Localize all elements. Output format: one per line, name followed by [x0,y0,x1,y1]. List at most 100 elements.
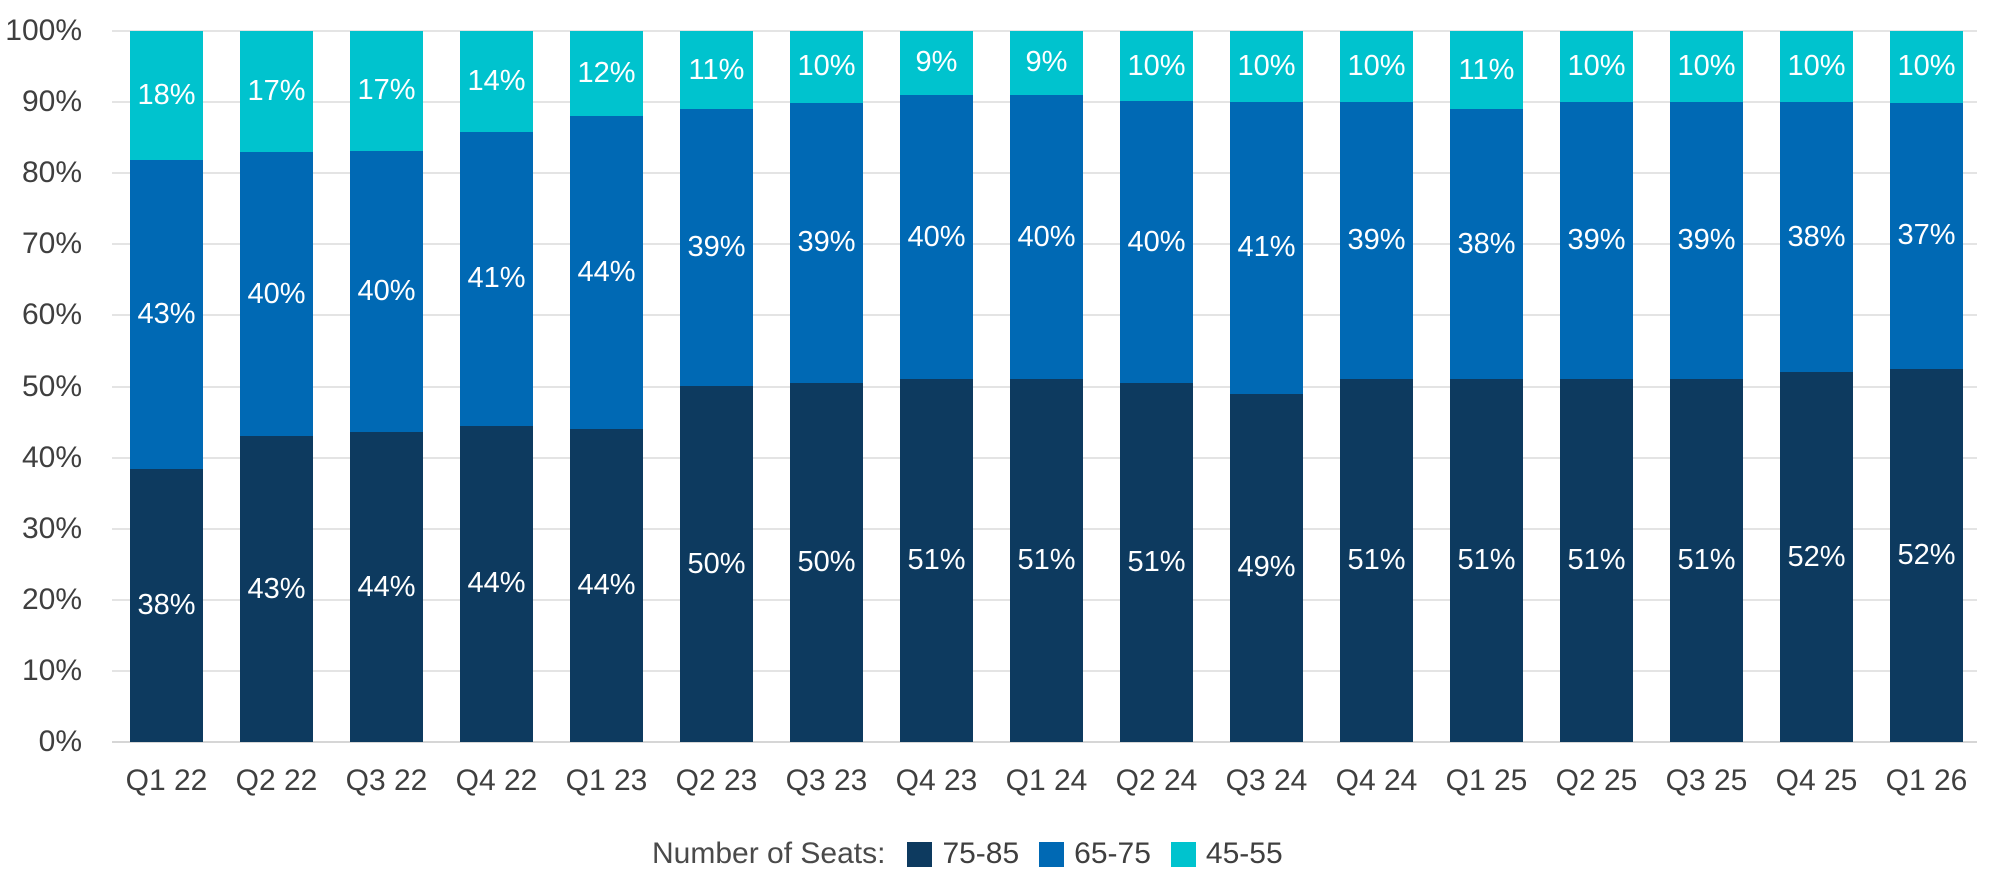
bar-segment-45-55: 10% [1560,31,1633,103]
stacked-bar: 11% 39% 50% [680,31,753,742]
bar-value-label: 9% [915,46,958,79]
y-axis-tick-label: 10% [21,653,82,687]
bar-segment-75-85: 44% [350,432,423,742]
x-axis-category-label: Q2 23 [675,764,758,797]
legend-label: 45-55 [1205,837,1283,870]
bar-value-label: 51% [1457,544,1516,577]
legend-title: Number of Seats: [652,837,886,870]
bar-value-label: 40% [1127,225,1186,258]
bar-value-label: 49% [1237,551,1296,584]
legend-item: 75-85 [907,837,1019,871]
bar-segment-45-55: 11% [680,31,753,110]
bar-segment-65-75: 40% [1010,94,1083,380]
bar-segment-45-55: 17% [240,31,313,152]
stacked-bar: 17% 40% 43% [240,31,313,742]
bar-segment-65-75: 40% [240,151,313,437]
bar-value-label: 41% [1237,231,1296,264]
legend: Number of Seats: 75-85 65-75 45-55 [652,830,1283,878]
bar-value-label: 51% [1677,544,1736,577]
stacked-bar: 10% 38% 52% [1780,31,1853,742]
bar-segment-45-55: 10% [790,31,863,103]
stacked-bar: 9% 40% 51% [1010,31,1083,742]
bar-segment-65-75: 39% [1340,102,1413,380]
bar-value-label: 17% [357,74,416,107]
bar-value-label: 9% [1025,46,1068,79]
y-axis-tick-label: 90% [21,85,82,119]
bar-segment-75-85: 44% [570,429,643,742]
x-axis-category-label: Q1 26 [1885,764,1968,797]
x-axis-category-label: Q3 23 [785,764,868,797]
bar-segment-65-75: 44% [570,116,643,430]
x-axis-category-label: Q4 23 [895,764,978,797]
bar-segment-75-85: 49% [1230,393,1303,742]
bar-segment-75-85: 50% [790,382,863,742]
bar-segment-65-75: 40% [1120,101,1193,383]
bar-value-label: 10% [1787,50,1846,83]
bar-segment-65-75: 40% [900,94,973,380]
bar-value-label: 40% [247,277,306,310]
bar-segment-75-85: 51% [1120,382,1193,742]
bar-segment-65-75: 38% [1780,102,1853,373]
bar-segment-75-85: 43% [240,436,313,742]
bar-value-label: 39% [1347,224,1406,257]
bar-segment-45-55: 10% [1340,31,1413,103]
bar-value-label: 10% [1237,50,1296,83]
bar-value-label: 10% [797,50,856,83]
bar-segment-45-55: 18% [130,31,203,161]
bar-value-label: 51% [1347,544,1406,577]
bar-value-label: 51% [1017,544,1076,577]
bar-value-label: 51% [1127,545,1186,578]
bar-segment-45-55: 9% [1010,31,1083,95]
bar-value-label: 10% [1897,50,1956,83]
bar-segment-65-75: 38% [1450,109,1523,380]
stacked-bar: 18% 43% 38% [130,31,203,742]
legend-swatch-75-85 [907,841,933,867]
legend-label: 75-85 [942,837,1020,870]
stacked-bar: 12% 44% 44% [570,31,643,742]
bar-segment-65-75: 40% [350,150,423,433]
bar-value-label: 17% [247,74,306,107]
bar-segment-45-55: 10% [1890,31,1963,103]
x-axis-category-label: Q1 24 [1005,764,1088,797]
bar-segment-75-85: 44% [460,425,533,742]
stacked-bar: 9% 40% 51% [900,31,973,742]
bar-value-label: 39% [797,226,856,259]
legend-swatch-45-55 [1170,841,1196,867]
bar-value-label: 38% [1787,220,1846,253]
bar-segment-75-85: 52% [1780,372,1853,742]
bar-value-label: 51% [1567,544,1626,577]
y-axis-tick-label: 50% [21,369,82,403]
bar-value-label: 10% [1677,50,1736,83]
bar-segment-75-85: 51% [1450,379,1523,742]
bar-value-label: 40% [357,274,416,307]
bar-value-label: 38% [137,589,196,622]
bar-value-label: 40% [1017,220,1076,253]
bar-segment-75-85: 50% [680,386,753,742]
bar-value-label: 11% [1458,53,1515,86]
bar-value-label: 43% [247,572,306,605]
bar-value-label: 41% [467,262,526,295]
bar-value-label: 44% [577,569,636,602]
bar-value-label: 50% [687,547,746,580]
bar-segment-45-55: 10% [1780,31,1853,103]
bar-segment-75-85: 51% [1670,379,1743,742]
x-axis-category-label: Q2 24 [1115,764,1198,797]
bar-value-label: 39% [687,231,746,264]
bar-segment-45-55: 12% [570,31,643,117]
bar-value-label: 38% [1457,227,1516,260]
bar-value-label: 10% [1347,50,1406,83]
x-axis-category-label: Q4 24 [1335,764,1418,797]
bar-segment-45-55: 10% [1120,31,1193,102]
bar-segment-75-85: 51% [1010,379,1083,742]
x-axis-category-label: Q3 22 [345,764,428,797]
y-axis-tick-label: 80% [21,156,82,190]
y-axis-tick-label: 60% [21,298,82,332]
bar-segment-45-55: 11% [1450,31,1523,110]
x-axis-category-label: Q1 22 [125,764,208,797]
bar-value-label: 44% [577,256,636,289]
bar-segment-65-75: 37% [1890,102,1963,369]
bar-segment-75-85: 51% [900,379,973,742]
bar-segment-65-75: 41% [1230,102,1303,394]
bar-value-label: 44% [467,567,526,600]
legend-item: 45-55 [1170,837,1283,871]
